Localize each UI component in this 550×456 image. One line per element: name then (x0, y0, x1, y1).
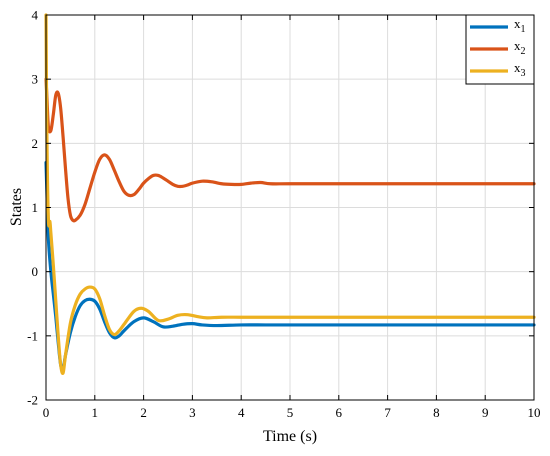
x-tick-label: 8 (433, 405, 440, 420)
series-line-x2 (44, 77, 536, 223)
legend-label-x1: x1 (514, 16, 526, 35)
x-tick-label: 2 (140, 405, 147, 420)
x-tick-label: 1 (92, 405, 99, 420)
x-tick-label: 7 (384, 405, 391, 420)
x-tick-label: 0 (43, 405, 50, 420)
x-tick-labels: 0 1 2 3 4 5 6 7 8 9 10 (43, 405, 541, 420)
y-tick-label: 3 (32, 72, 39, 87)
legend-label-subscript: 3 (521, 68, 526, 79)
y-tick-label: -1 (27, 328, 38, 343)
x-tick-label: 5 (287, 405, 294, 420)
y-tick-label: 1 (32, 200, 39, 215)
x-tick-label: 4 (238, 405, 245, 420)
y-tick-label: 2 (32, 136, 39, 151)
legend-label-x2: x2 (514, 38, 526, 57)
y-axis-label: States (8, 188, 25, 226)
x-tick-label: 6 (336, 405, 343, 420)
x-axis-label: Time (s) (263, 428, 317, 445)
legend-label-base: x (514, 16, 521, 31)
series-layer (44, 13, 536, 376)
legend-label-subscript: 1 (521, 24, 526, 35)
y-tick-label: -2 (27, 393, 38, 408)
y-tick-labels: -2 -1 0 1 2 3 4 (27, 8, 38, 408)
x-tick-label: 9 (482, 405, 489, 420)
y-tick-label: 0 (32, 264, 39, 279)
x-tick-label: 10 (528, 405, 541, 420)
series-line-x3 (44, 13, 536, 376)
x-tick-label: 3 (189, 405, 196, 420)
legend-label-base: x (514, 38, 521, 53)
y-tick-label: 4 (32, 8, 39, 23)
legend-label-x3: x3 (514, 60, 526, 79)
legend-label-base: x (514, 60, 521, 75)
legend-label-subscript: 2 (521, 46, 526, 57)
